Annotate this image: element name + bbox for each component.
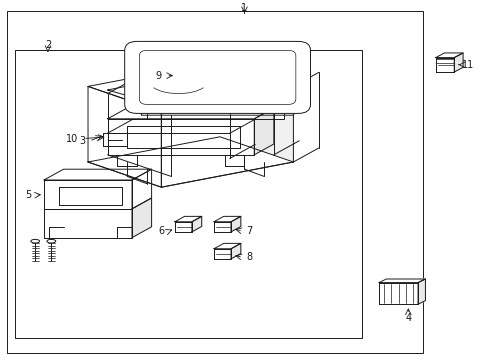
Polygon shape [435,53,462,58]
Text: 8: 8 [246,252,252,262]
Polygon shape [378,279,425,283]
Polygon shape [132,198,151,238]
Polygon shape [231,243,240,259]
Polygon shape [453,53,462,72]
Polygon shape [146,108,283,119]
Ellipse shape [31,239,40,243]
Polygon shape [214,222,231,232]
Polygon shape [175,222,191,232]
Polygon shape [107,119,254,155]
Polygon shape [214,243,240,249]
Text: 7: 7 [246,226,252,236]
Text: 5: 5 [25,190,31,200]
Polygon shape [44,209,132,238]
Text: 11: 11 [461,60,474,70]
Polygon shape [191,216,202,232]
Text: 1: 1 [241,3,247,13]
Polygon shape [161,86,293,187]
Polygon shape [132,169,151,209]
Polygon shape [254,108,273,155]
Polygon shape [88,61,293,112]
Ellipse shape [47,239,56,243]
Text: 6: 6 [158,226,164,236]
Polygon shape [102,133,127,146]
Text: 4: 4 [405,313,410,323]
FancyBboxPatch shape [124,41,310,113]
Text: 10: 10 [66,134,79,144]
Polygon shape [378,283,417,304]
Polygon shape [214,216,240,222]
Polygon shape [214,249,231,259]
Polygon shape [417,279,425,304]
Polygon shape [107,108,273,119]
Polygon shape [231,216,240,232]
Polygon shape [44,180,132,209]
Polygon shape [88,86,161,187]
Text: 9: 9 [156,71,162,81]
Polygon shape [175,216,202,222]
Polygon shape [127,126,239,148]
Bar [15,50,361,338]
Polygon shape [137,104,298,115]
Polygon shape [435,58,453,72]
Polygon shape [44,169,151,180]
Text: 3: 3 [79,136,85,146]
Text: 2: 2 [45,40,51,50]
Polygon shape [88,137,293,187]
Bar [7,11,422,353]
Polygon shape [59,187,122,205]
